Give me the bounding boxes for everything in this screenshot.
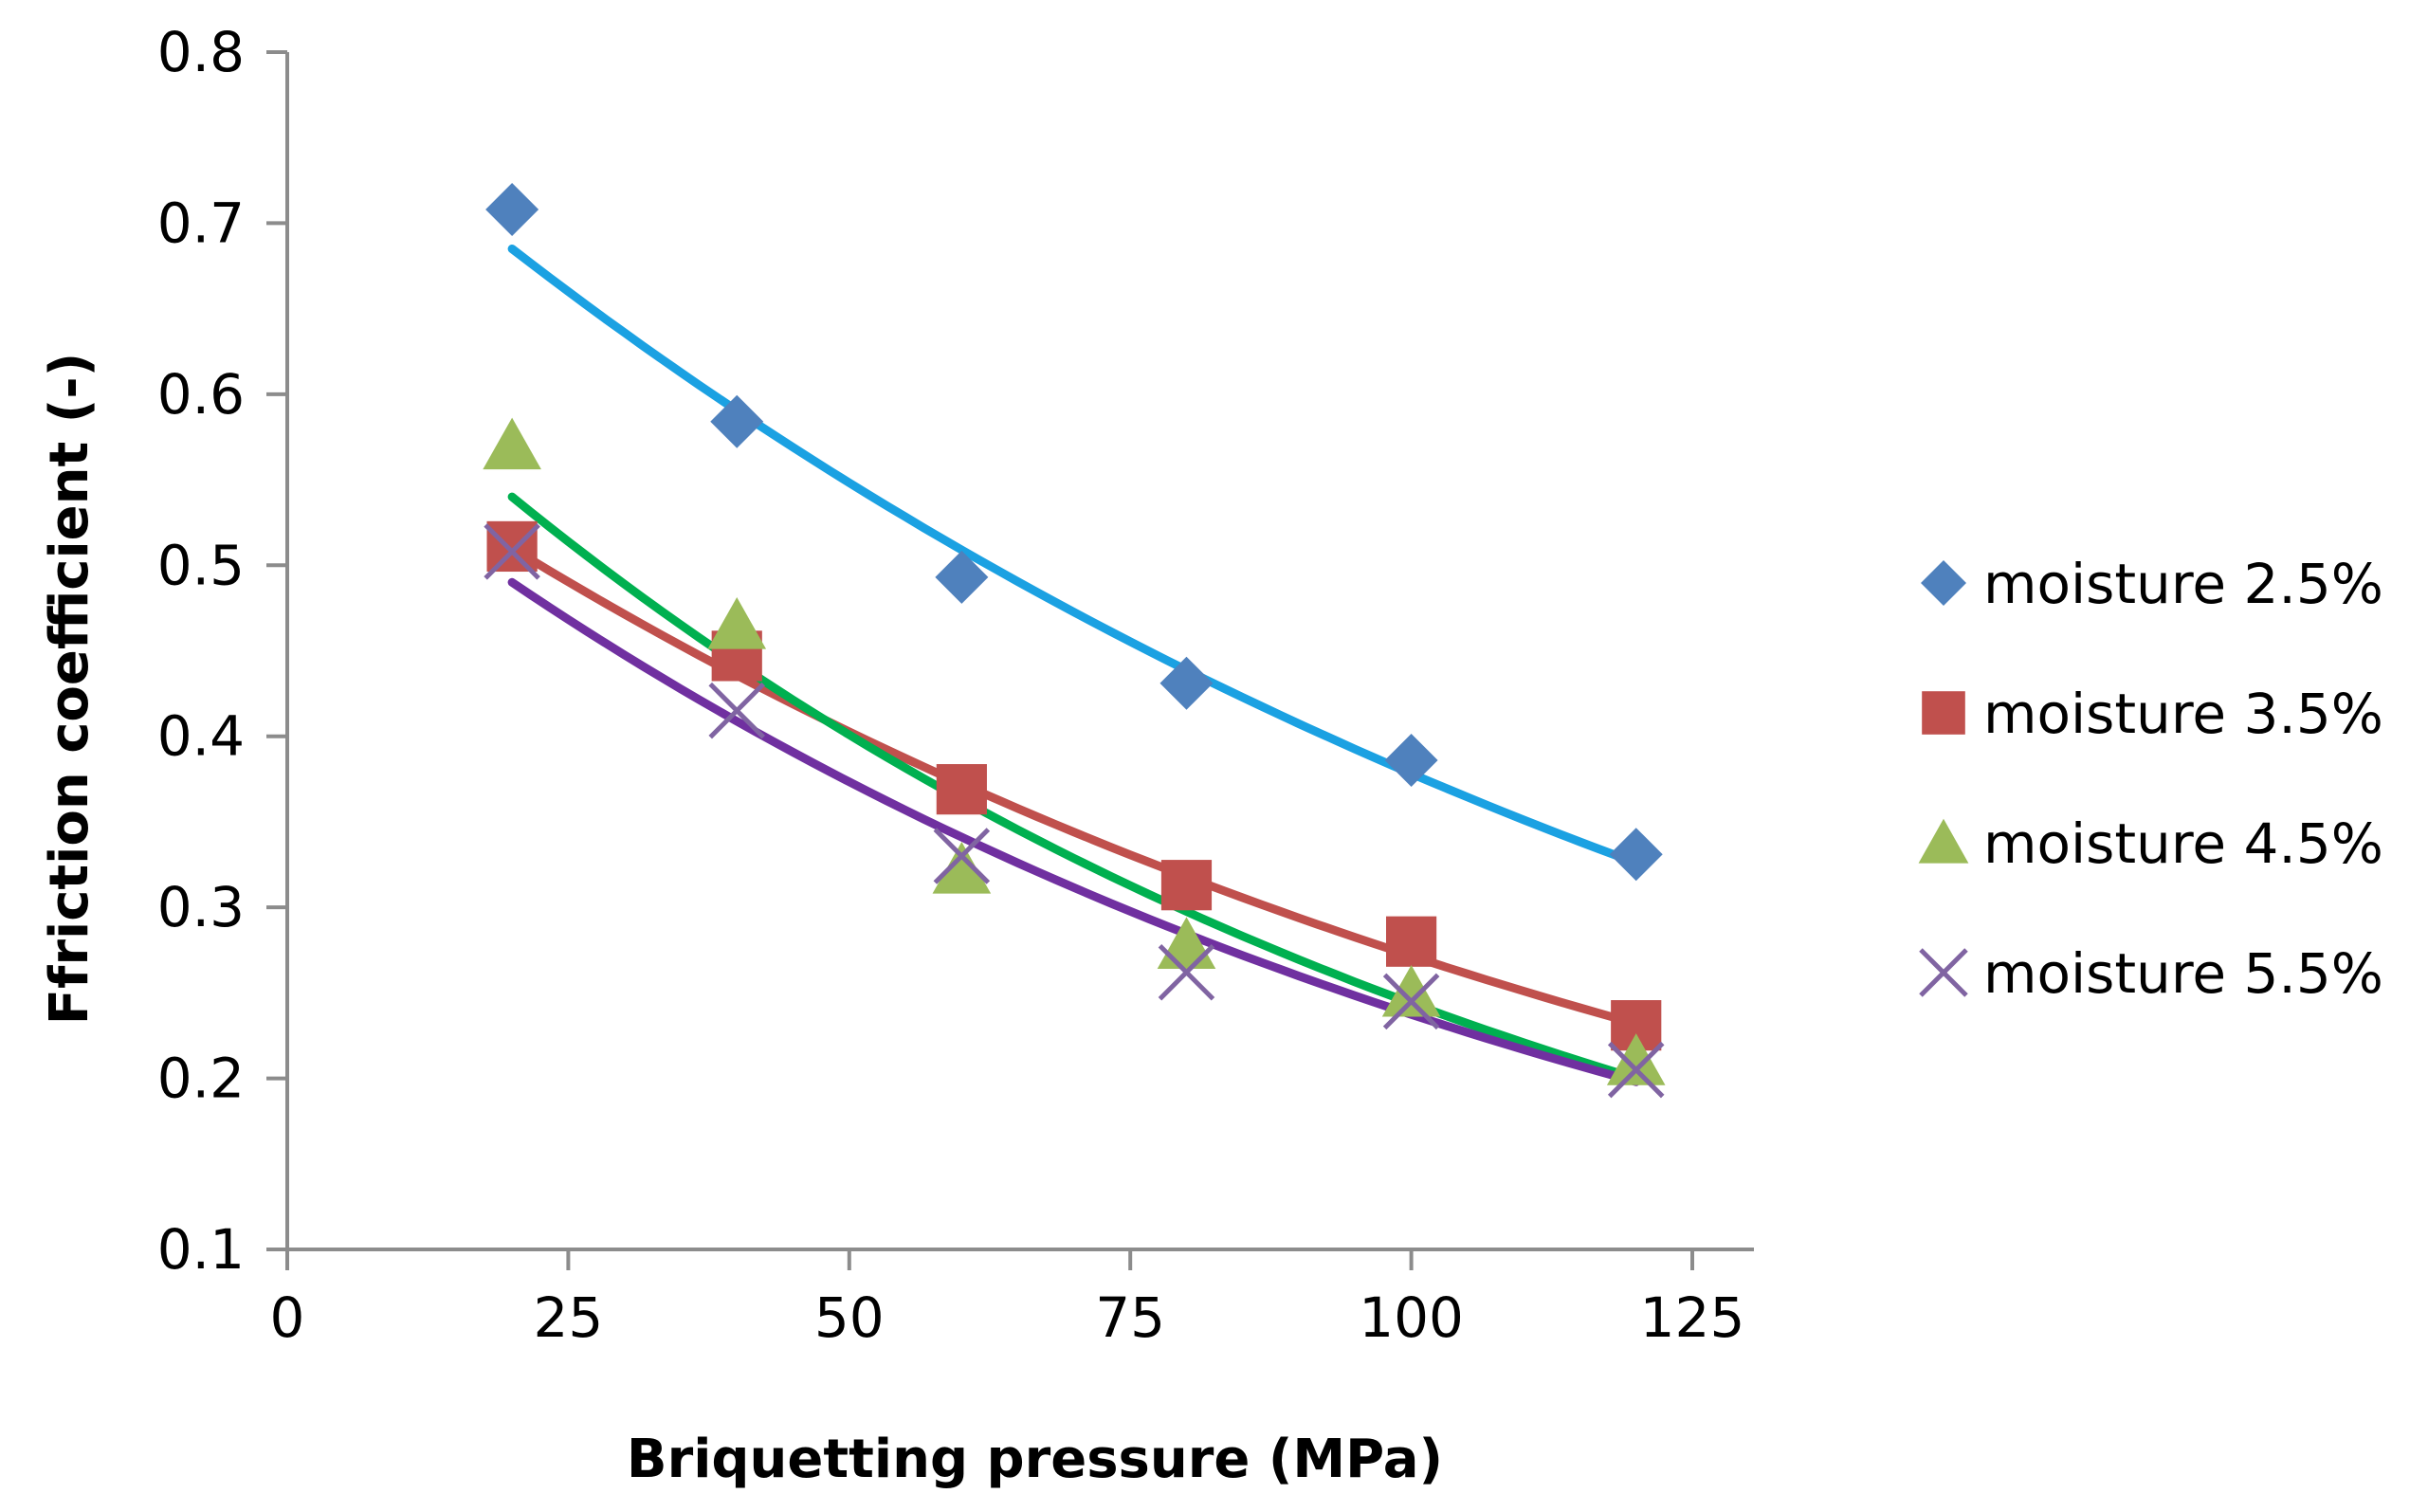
y-ticks: 0.1 0.2 0.3 0.4 0.5 0.6 0.7 0.8 (157, 20, 287, 1282)
data-point-triangle (932, 842, 992, 894)
axes (285, 52, 1754, 1251)
y-tick-label: 0.8 (157, 20, 245, 84)
trendline-triangle (507, 492, 1641, 1084)
legend-label: moisture 2.5% (1983, 552, 2383, 616)
x-tick-label: 0 (270, 1285, 305, 1350)
legend-item: moisture 2.5% (1921, 552, 2383, 616)
x-tick-label: 50 (814, 1285, 885, 1350)
data-point-x (933, 828, 991, 884)
data-point-square (1160, 860, 1213, 911)
data-point-square (1386, 916, 1437, 967)
y-tick-label: 0.6 (157, 362, 245, 427)
legend-label: moisture 3.5% (1983, 682, 2383, 746)
legend-item: moisture 5.5% (1919, 941, 2383, 1006)
data-point-diamond (935, 550, 989, 604)
data-point-x (708, 682, 766, 739)
y-tick-label: 0.1 (157, 1217, 245, 1282)
y-tick-label: 0.5 (157, 533, 245, 597)
data-point-triangle (707, 597, 767, 649)
x-ticks: 0 25 50 75 100 125 (270, 1249, 1745, 1350)
data-point-diamond (1609, 828, 1663, 882)
y-tick-label: 0.7 (157, 191, 245, 255)
x-tick-label: 100 (1359, 1285, 1464, 1350)
legend-marker-square (1922, 691, 1965, 735)
trendline-x (507, 577, 1641, 1086)
legend-marker-x (1919, 948, 1968, 997)
y-tick-label: 0.3 (157, 875, 245, 939)
data-point-triangle (483, 417, 541, 470)
legend: moisture 2.5% moisture 3.5% moisture 4.5% m… (1918, 552, 2383, 1006)
data-point-x (484, 523, 540, 580)
trendlines (507, 245, 1641, 1086)
x-tick-label: 125 (1640, 1285, 1745, 1350)
data-point-triangle (1606, 1033, 1666, 1085)
data-point-diamond (1159, 656, 1214, 710)
legend-item: moisture 3.5% (1922, 682, 2383, 746)
markers (483, 182, 1666, 1099)
legend-marker-triangle (1918, 818, 1969, 864)
x-tick-label: 25 (533, 1285, 603, 1350)
data-point-diamond (710, 394, 764, 448)
legend-item: moisture 4.5% (1918, 811, 2383, 876)
trendline-square (507, 543, 1641, 1029)
y-tick-label: 0.2 (157, 1047, 245, 1111)
x-axis-title: Briquetting pressure (MPa) (627, 1429, 1443, 1490)
legend-label: moisture 5.5% (1983, 941, 2383, 1006)
y-axis-title: Ffriction coefficient (-) (39, 353, 100, 1025)
legend-marker-diamond (1921, 560, 1966, 606)
legend-label: moisture 4.5% (1983, 811, 2383, 876)
data-point-x (1158, 943, 1215, 1001)
data-point-triangle (1381, 964, 1441, 1017)
data-point-diamond (485, 182, 539, 236)
data-point-x (1607, 1041, 1665, 1099)
trendline-diamond (507, 245, 1641, 867)
data-point-diamond (1384, 733, 1438, 787)
data-point-square (486, 520, 538, 573)
y-tick-label: 0.4 (157, 704, 245, 769)
data-point-x (1382, 973, 1440, 1030)
data-point-square (936, 764, 987, 815)
x-tick-label: 75 (1095, 1285, 1165, 1350)
